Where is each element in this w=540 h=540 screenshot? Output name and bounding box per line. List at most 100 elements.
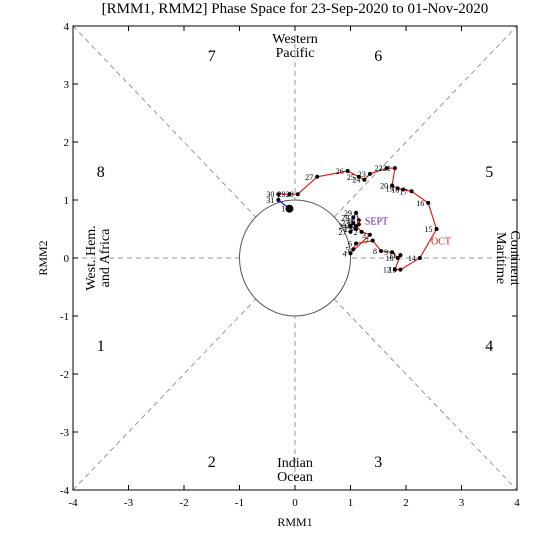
day-point: [356, 174, 361, 179]
day-label: 26: [347, 220, 355, 229]
guide-line: [72, 25, 518, 491]
day-label: 12: [383, 266, 391, 275]
day-point: [354, 224, 359, 229]
day-label: 26: [336, 167, 344, 176]
day-point: [351, 215, 356, 220]
day-point: [398, 253, 403, 258]
x-tick-label: 2: [403, 497, 409, 509]
day-point: [434, 227, 439, 231]
day-point: [390, 250, 395, 255]
day-point: [359, 229, 364, 234]
day-label: 27: [305, 173, 313, 182]
day-label: 30: [266, 190, 274, 199]
day-point: [401, 187, 406, 192]
x-tick-label: -4: [68, 497, 78, 509]
unit-circle: [239, 199, 351, 317]
day-label: 1: [348, 222, 352, 231]
month-label: SEPT: [365, 216, 388, 227]
y-tick-label: 4: [64, 21, 70, 33]
phase-label: 3: [374, 454, 382, 471]
y-tick-label: -3: [60, 427, 70, 439]
day-label: 18: [391, 186, 399, 195]
phase-label: 8: [97, 164, 105, 181]
day-point: [426, 200, 431, 205]
day-point: [392, 166, 397, 171]
day-label: 16: [416, 199, 424, 208]
day-label: 27: [339, 228, 347, 237]
x-tick-label: -1: [235, 497, 244, 509]
x-tick-label: 0: [292, 497, 298, 509]
day-label: 23: [358, 170, 366, 179]
y-axis-label: RMM2: [36, 240, 50, 275]
month-label: OCT: [431, 237, 451, 248]
x-axis-label: RMM1: [277, 515, 312, 529]
day-point: [315, 174, 320, 179]
day-point: [379, 249, 384, 254]
day-label: 6: [348, 240, 352, 249]
phase-label: 7: [208, 48, 216, 65]
day-point: [392, 267, 397, 272]
x-tick-label: 1: [348, 497, 354, 509]
region-label: Maritime: [493, 232, 508, 284]
day-label: 1: [281, 205, 285, 214]
day-point: [354, 241, 359, 246]
day-point: [398, 267, 403, 272]
day-point: [417, 256, 422, 260]
day-label: 25: [344, 225, 352, 234]
y-tick-label: 2: [64, 137, 70, 149]
day-label: 15: [425, 225, 433, 234]
y-tick-label: 3: [64, 79, 70, 91]
day-point: [348, 229, 353, 234]
guide-line: [72, 25, 518, 491]
day-point: [351, 221, 356, 226]
day-point: [367, 171, 372, 176]
day-label: 13: [388, 266, 396, 275]
day-point: [384, 166, 389, 171]
x-tick-label: -3: [124, 497, 134, 509]
region-label: Continent: [507, 230, 522, 285]
day-point: [409, 189, 414, 194]
day-label: 7: [365, 237, 369, 246]
y-tick-label: -2: [60, 369, 69, 381]
day-label: 22: [375, 164, 383, 173]
phase-label: 1: [97, 338, 105, 355]
region-label: Ocean: [277, 470, 313, 485]
phase-label: 5: [485, 164, 493, 181]
day-point: [370, 238, 375, 243]
day-label: 19: [386, 184, 394, 193]
day-label: 8: [373, 247, 377, 256]
x-tick-label: 3: [459, 497, 465, 509]
phase-label: 4: [485, 338, 493, 355]
region-label: and Africa: [98, 228, 113, 287]
day-point: [285, 204, 294, 213]
day-label: 31: [266, 196, 274, 205]
day-point: [367, 232, 372, 237]
day-point: [362, 177, 367, 182]
day-point: [354, 210, 359, 215]
day-point: [348, 251, 353, 256]
day-label: 4: [343, 249, 347, 258]
day-label: 17: [400, 187, 408, 196]
day-point: [351, 247, 356, 252]
region-label: Pacific: [276, 46, 315, 61]
day-label: 5: [345, 245, 349, 254]
day-label: 9: [384, 248, 388, 257]
day-label: 14: [408, 254, 416, 263]
day-label: 20: [380, 182, 388, 191]
x-tick-label: -2: [179, 497, 188, 509]
day-label: 30: [347, 216, 355, 225]
y-tick-label: 1: [64, 195, 70, 207]
chart-title: [RMM1, RMM2] Phase Space for 23-Sep-2020…: [102, 1, 489, 17]
region-label: Indian: [277, 456, 313, 471]
day-label: 11: [389, 251, 397, 260]
day-point: [348, 224, 353, 229]
day-point: [395, 256, 400, 260]
day-label: 28: [341, 213, 349, 222]
day-point: [395, 186, 400, 191]
day-label: 10: [386, 254, 394, 263]
phase-label: 6: [374, 48, 382, 65]
day-point: [276, 192, 281, 197]
phase-label: 2: [208, 454, 216, 471]
day-label: 24: [339, 222, 347, 231]
